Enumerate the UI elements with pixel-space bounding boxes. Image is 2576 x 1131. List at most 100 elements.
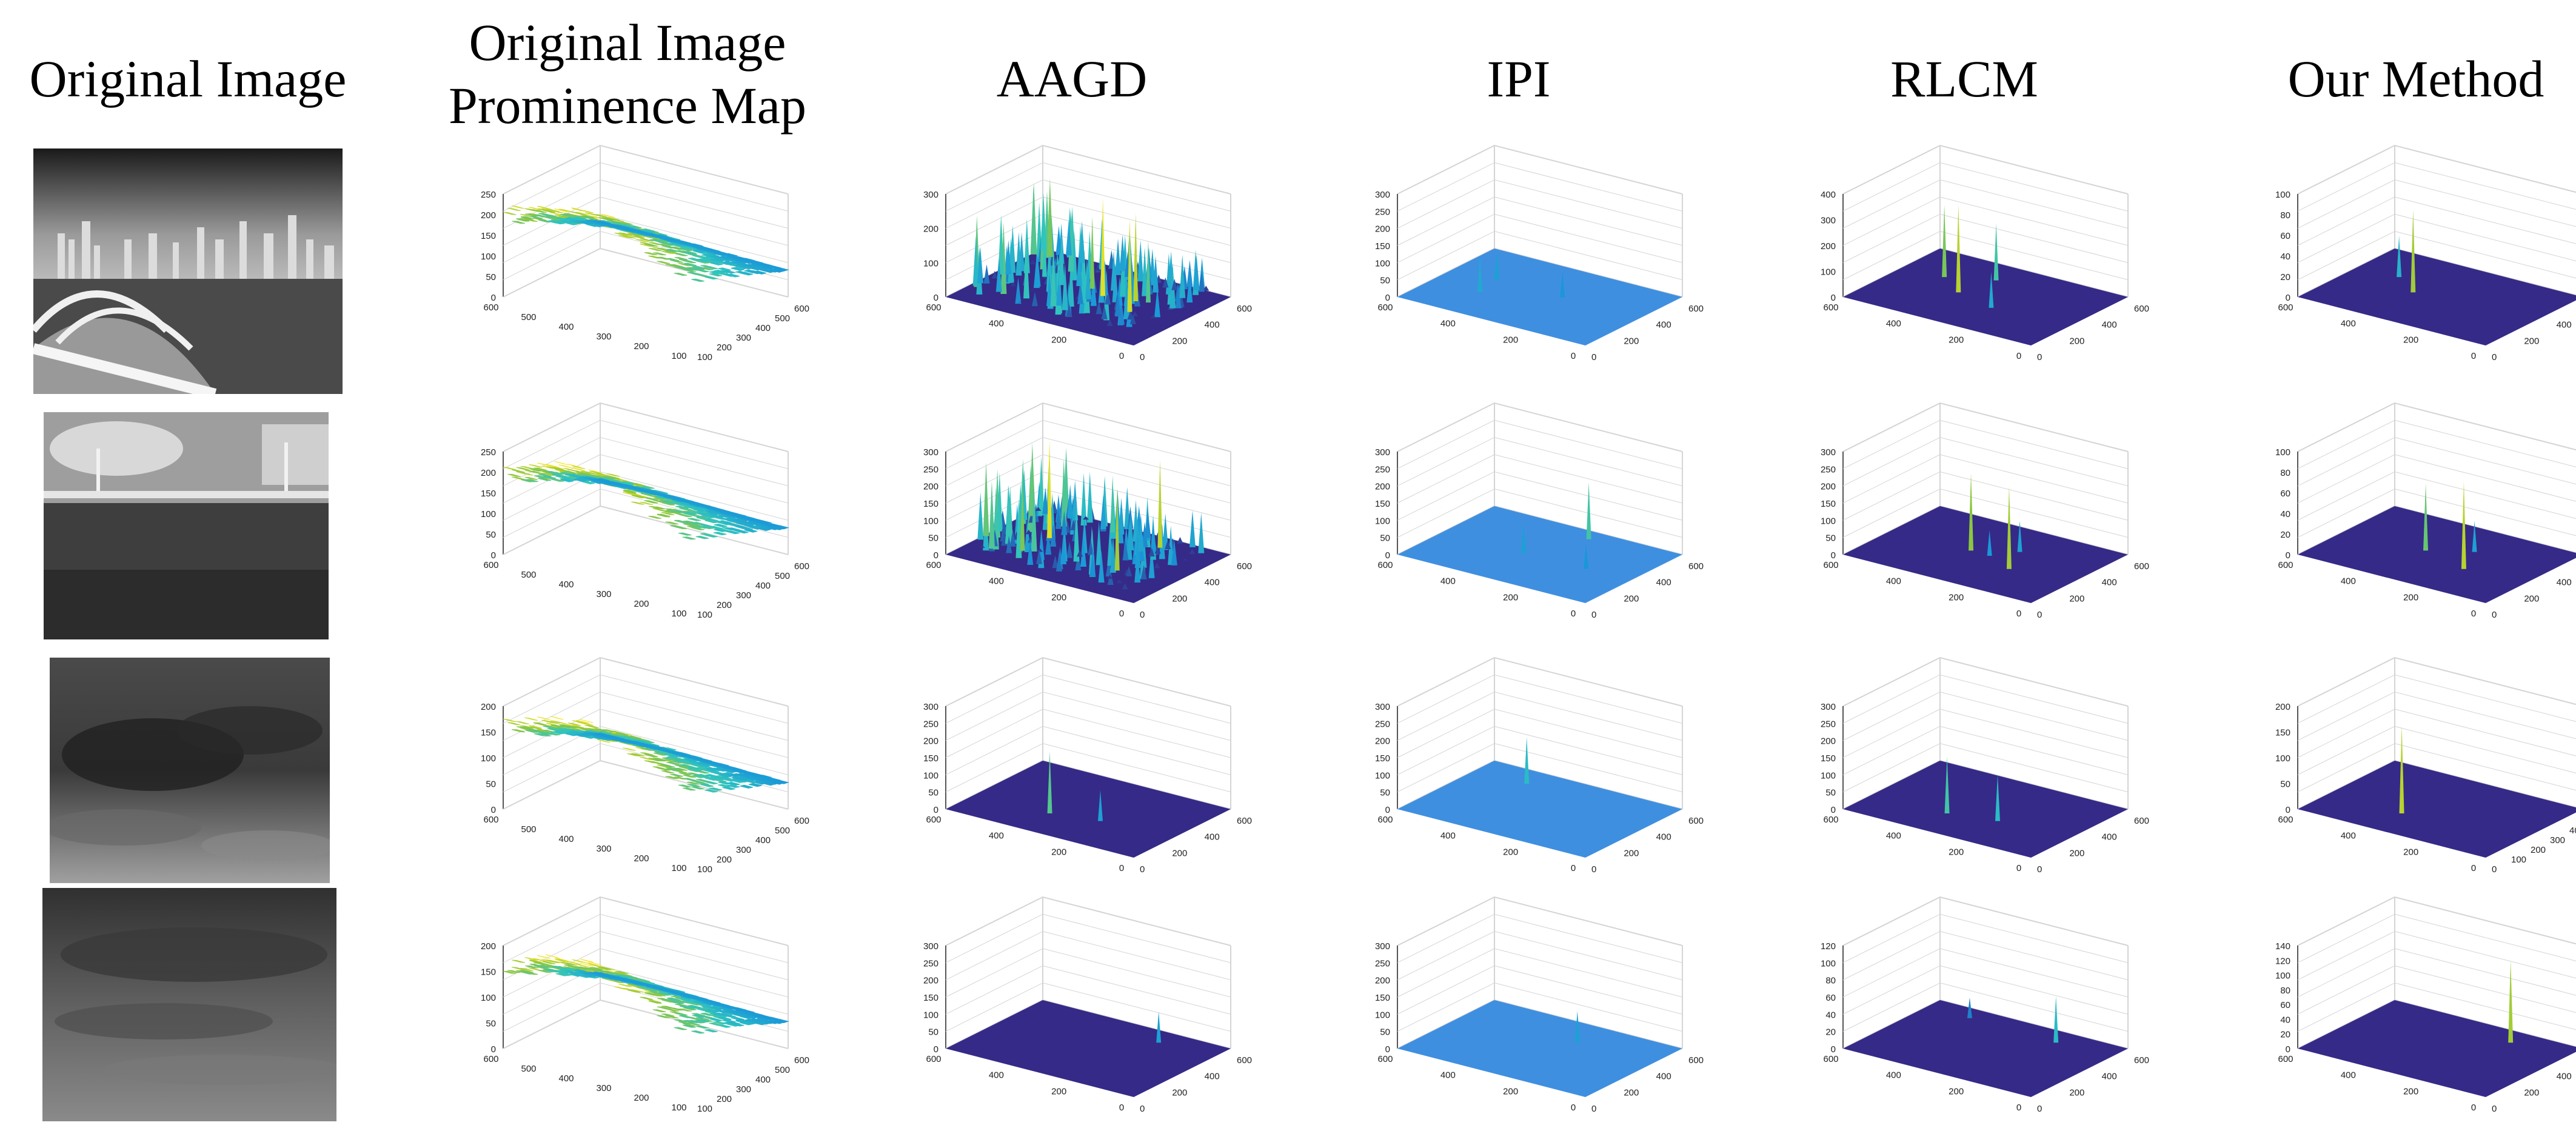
surface-peak	[1177, 536, 1183, 544]
surface-patch	[524, 717, 538, 721]
z-tick-label: 100	[923, 770, 938, 781]
y-tick-label: 200	[1503, 1086, 1518, 1096]
z-tick-label: 100	[1821, 516, 1836, 526]
z-tick-label: 0	[2286, 293, 2290, 303]
surface-peak	[1148, 547, 1155, 557]
surface-patch	[687, 518, 701, 521]
z-tick-label: 250	[1375, 464, 1390, 475]
z-tick-label: 20	[2280, 530, 2290, 540]
surface-peak	[1089, 216, 1095, 289]
x-tick-label: 400	[1205, 1072, 1220, 1082]
surface-floor	[1397, 761, 1682, 858]
surface-patch	[709, 273, 723, 277]
z-tick-label: 0	[1831, 805, 1836, 815]
z-tick-label: 50	[1380, 533, 1390, 544]
surface-peak	[2397, 236, 2402, 278]
surface-peak	[1140, 565, 1147, 579]
z-tick-label: 300	[923, 702, 938, 712]
surface-peak	[1969, 473, 1974, 551]
surface-peak	[1001, 519, 1008, 535]
z-tick-label: 0	[1385, 805, 1390, 815]
surface-patch	[669, 525, 683, 529]
z-tick-label: 200	[923, 736, 938, 747]
surface-patch	[507, 473, 521, 477]
y-tick-label: 400	[1886, 576, 1901, 587]
surface-patch	[537, 205, 551, 210]
surface-patch	[525, 965, 538, 969]
x-tick-label: 0	[2492, 864, 2497, 875]
surface-peak	[1080, 473, 1087, 525]
original-image-1	[33, 148, 343, 394]
x-tick-label: 0	[2492, 610, 2497, 620]
surface-patch	[735, 776, 749, 781]
surface-patch	[687, 768, 701, 772]
z-tick-label: 40	[2280, 509, 2290, 519]
surface-patch	[704, 276, 718, 280]
surface-patch	[550, 465, 564, 470]
surface-peak	[1126, 520, 1132, 560]
y-tick-label: 500	[521, 824, 536, 835]
surface-patch	[700, 524, 714, 528]
y-tick-label: 400	[2341, 576, 2356, 587]
header-prominence-map: Original Image Prominence Map	[449, 11, 806, 137]
x-tick-label: 500	[775, 826, 790, 836]
surface-patch	[696, 1019, 710, 1023]
x-tick-label: 200	[717, 342, 732, 353]
surface-peak	[1027, 538, 1034, 565]
surface-peak	[1068, 255, 1074, 307]
surface-patch	[511, 967, 525, 970]
surface-patch	[529, 469, 543, 472]
surface-patch	[627, 989, 641, 993]
surface-peak	[1077, 279, 1083, 304]
surface-peak	[1055, 225, 1062, 255]
surface-patch	[661, 770, 675, 773]
y-tick-label: 100	[671, 351, 686, 361]
x-tick-label: 600	[2134, 561, 2149, 572]
surface-floor	[946, 1000, 1231, 1097]
x-tick-label: 300	[736, 1084, 751, 1095]
z-tick-label: 0	[491, 805, 496, 815]
surface-peak	[1070, 519, 1077, 530]
y-tick-label: 200	[1949, 335, 1964, 345]
x-tick-label: 400	[1656, 832, 1671, 842]
y-tick-label: 600	[483, 560, 498, 570]
surface-patch	[663, 500, 676, 504]
surface-patch	[696, 773, 710, 778]
surface-patch	[620, 222, 633, 225]
x-tick-label: 0	[2037, 352, 2042, 362]
x-tick-label: 500	[775, 313, 790, 324]
x-tick-label: 600	[1688, 816, 1704, 826]
surface-patch	[700, 1012, 714, 1016]
surface-patch	[503, 970, 517, 974]
z-tick-label: 250	[1375, 958, 1390, 969]
surface-patch	[644, 992, 658, 996]
surface-peak	[1005, 240, 1012, 275]
y-tick-label: 300	[596, 589, 611, 599]
x-tick-label: 300	[2550, 835, 2565, 846]
surface-patch	[700, 525, 714, 530]
surface-peak	[1082, 516, 1089, 520]
surface-patch	[748, 782, 762, 787]
surface-patch	[726, 1021, 740, 1026]
surface-patch	[653, 506, 666, 510]
x-tick-label: 200	[1624, 336, 1639, 346]
surface-patch	[740, 784, 753, 789]
surface-patch	[624, 224, 638, 229]
surface-peak	[1165, 540, 1171, 550]
x-tick-label: 200	[1172, 593, 1187, 604]
surface-patch	[691, 786, 704, 790]
surface-patch	[594, 214, 607, 218]
z-tick-label: 300	[1821, 216, 1836, 226]
y-tick-label: 0	[1571, 1103, 1576, 1113]
surface-patch	[691, 1030, 704, 1034]
ipi-plot-4: 300 250 200 150 100 50 0 600 400 200 0 0 200 400 600	[1343, 896, 1704, 1127]
y-tick-label: 200	[634, 1093, 649, 1103]
surface-peak	[1050, 246, 1057, 307]
surface-peak	[1142, 521, 1148, 547]
z-tick-label: 0	[491, 550, 496, 561]
surface-patch	[714, 528, 727, 532]
z-tick-label: 200	[481, 702, 496, 712]
